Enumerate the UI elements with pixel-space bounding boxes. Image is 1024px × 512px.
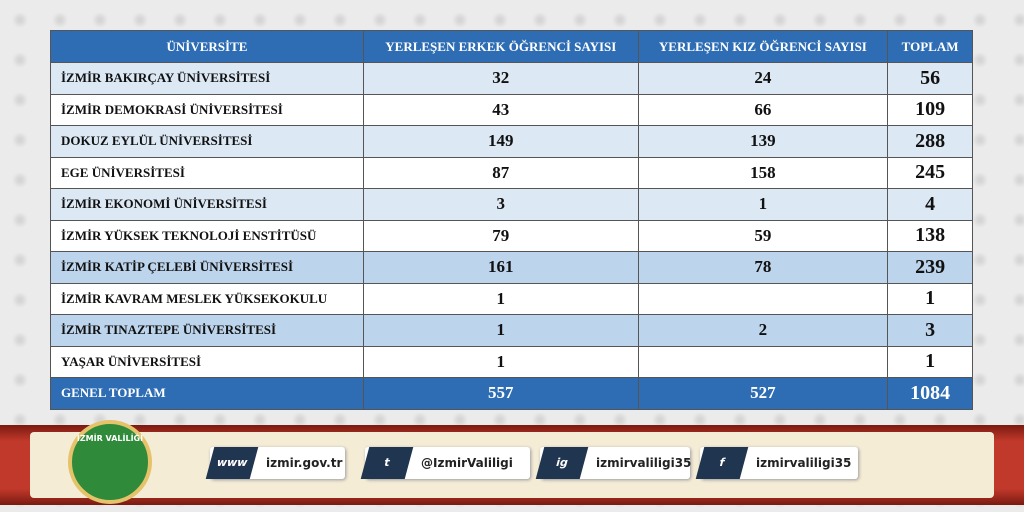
cell: EGE ÜNİVERSİTESİ: [50, 156, 364, 189]
cell: İZMİR EKONOMİ ÜNİVERSİTESİ: [50, 188, 364, 221]
cell: 245: [887, 156, 973, 189]
cell: İZMİR KAVRAM MESLEK YÜKSEKOKULU: [50, 282, 364, 315]
logo: İZMİR VALİLİĞİ: [68, 420, 152, 504]
row: İZMİR KAVRAM MESLEK YÜKSEKOKULU 1 1: [50, 282, 973, 315]
link-pill: www izmir.gov.tr: [205, 447, 345, 479]
total-row: GENEL TOPLAM 557 527 1084: [50, 377, 973, 410]
link-pill: ig izmirvaliligi35: [535, 447, 692, 479]
cell: 32: [362, 62, 639, 95]
row: EGE ÜNİVERSİTESİ 87 158 245: [50, 156, 973, 189]
cell: 288: [887, 125, 973, 158]
link-pill: t @IzmirValiligi: [360, 447, 530, 479]
cell: YAŞAR ÜNİVERSİTESİ: [50, 345, 364, 378]
cell: 1: [362, 314, 639, 347]
cell: 87: [362, 156, 639, 189]
header-row: ÜNİVERSİTE YERLEŞEN ERKEK ÖĞRENCİ SAYISI Y…: [50, 30, 973, 63]
cell: 149: [362, 125, 639, 158]
cell: 109: [887, 93, 973, 126]
row: DOKUZ EYLÜL ÜNİVERSİTESİ 149 139 288: [50, 125, 973, 158]
link-text: izmir.gov.tr: [266, 456, 343, 470]
link-icon: ig: [535, 447, 589, 479]
cell: 4: [887, 188, 973, 221]
cell: [637, 282, 889, 315]
cell: İZMİR DEMOKRASİ ÜNİVERSİTESİ: [50, 93, 364, 126]
cell: 66: [637, 93, 889, 126]
header-cell: YERLEŞEN KIZ ÖĞRENCİ SAYISI: [637, 30, 889, 63]
cell: 3: [887, 314, 973, 347]
cell: 1: [637, 188, 889, 221]
cell: 78: [637, 251, 889, 284]
cell: 1: [887, 282, 973, 315]
row: İZMİR KATİP ÇELEBİ ÜNİVERSİTESİ 161 78 239: [50, 251, 973, 284]
cell: 79: [362, 219, 639, 252]
link-pill: f izmirvaliligi35: [695, 447, 858, 479]
cell: 1: [362, 345, 639, 378]
header-cell: ÜNİVERSİTE: [50, 30, 364, 63]
total-cell: 1084: [887, 377, 973, 410]
cell: DOKUZ EYLÜL ÜNİVERSİTESİ: [50, 125, 364, 158]
link-text: izmirvaliligi35: [596, 456, 692, 470]
header-cell: YERLEŞEN ERKEK ÖĞRENCİ SAYISI: [362, 30, 639, 63]
row: İZMİR YÜKSEK TEKNOLOJİ ENSTİTÜSÜ 79 59 138: [50, 219, 973, 252]
row: İZMİR TINAZTEPE ÜNİVERSİTESİ 1 2 3: [50, 314, 973, 347]
cell: 161: [362, 251, 639, 284]
cell: İZMİR YÜKSEK TEKNOLOJİ ENSTİTÜSÜ: [50, 219, 364, 252]
cell: 138: [887, 219, 973, 252]
cell: 1: [362, 282, 639, 315]
row: İZMİR BAKIRÇAY ÜNİVERSİTESİ 32 24 56: [50, 62, 973, 95]
row: YAŞAR ÜNİVERSİTESİ 1 1: [50, 345, 973, 378]
link-icon: t: [360, 447, 414, 479]
cell: 43: [362, 93, 639, 126]
cell: 1: [887, 345, 973, 378]
cell: İZMİR KATİP ÇELEBİ ÜNİVERSİTESİ: [50, 251, 364, 284]
cell: 158: [637, 156, 889, 189]
link-text: izmirvaliligi35: [756, 456, 852, 470]
cell: 139: [637, 125, 889, 158]
link-icon: f: [695, 447, 749, 479]
total-cell: 557: [362, 377, 639, 410]
cell: İZMİR BAKIRÇAY ÜNİVERSİTESİ: [50, 62, 364, 95]
cell: [637, 345, 889, 378]
link-text: @IzmirValiligi: [421, 456, 513, 470]
link-icon: www: [205, 447, 259, 479]
cell: 2: [637, 314, 889, 347]
cell: 3: [362, 188, 639, 221]
total-cell: 527: [637, 377, 889, 410]
cell: 239: [887, 251, 973, 284]
cell: 59: [637, 219, 889, 252]
table: ÜNİVERSİTE YERLEŞEN ERKEK ÖĞRENCİ SAYISI Y…: [50, 30, 973, 410]
cell: İZMİR TINAZTEPE ÜNİVERSİTESİ: [50, 314, 364, 347]
cell: 56: [887, 62, 973, 95]
header-cell: TOPLAM: [887, 30, 973, 63]
row: İZMİR EKONOMİ ÜNİVERSİTESİ 3 1 4: [50, 188, 973, 221]
cell: 24: [637, 62, 889, 95]
total-cell: GENEL TOPLAM: [50, 377, 364, 410]
row: İZMİR DEMOKRASİ ÜNİVERSİTESİ 43 66 109: [50, 93, 973, 126]
